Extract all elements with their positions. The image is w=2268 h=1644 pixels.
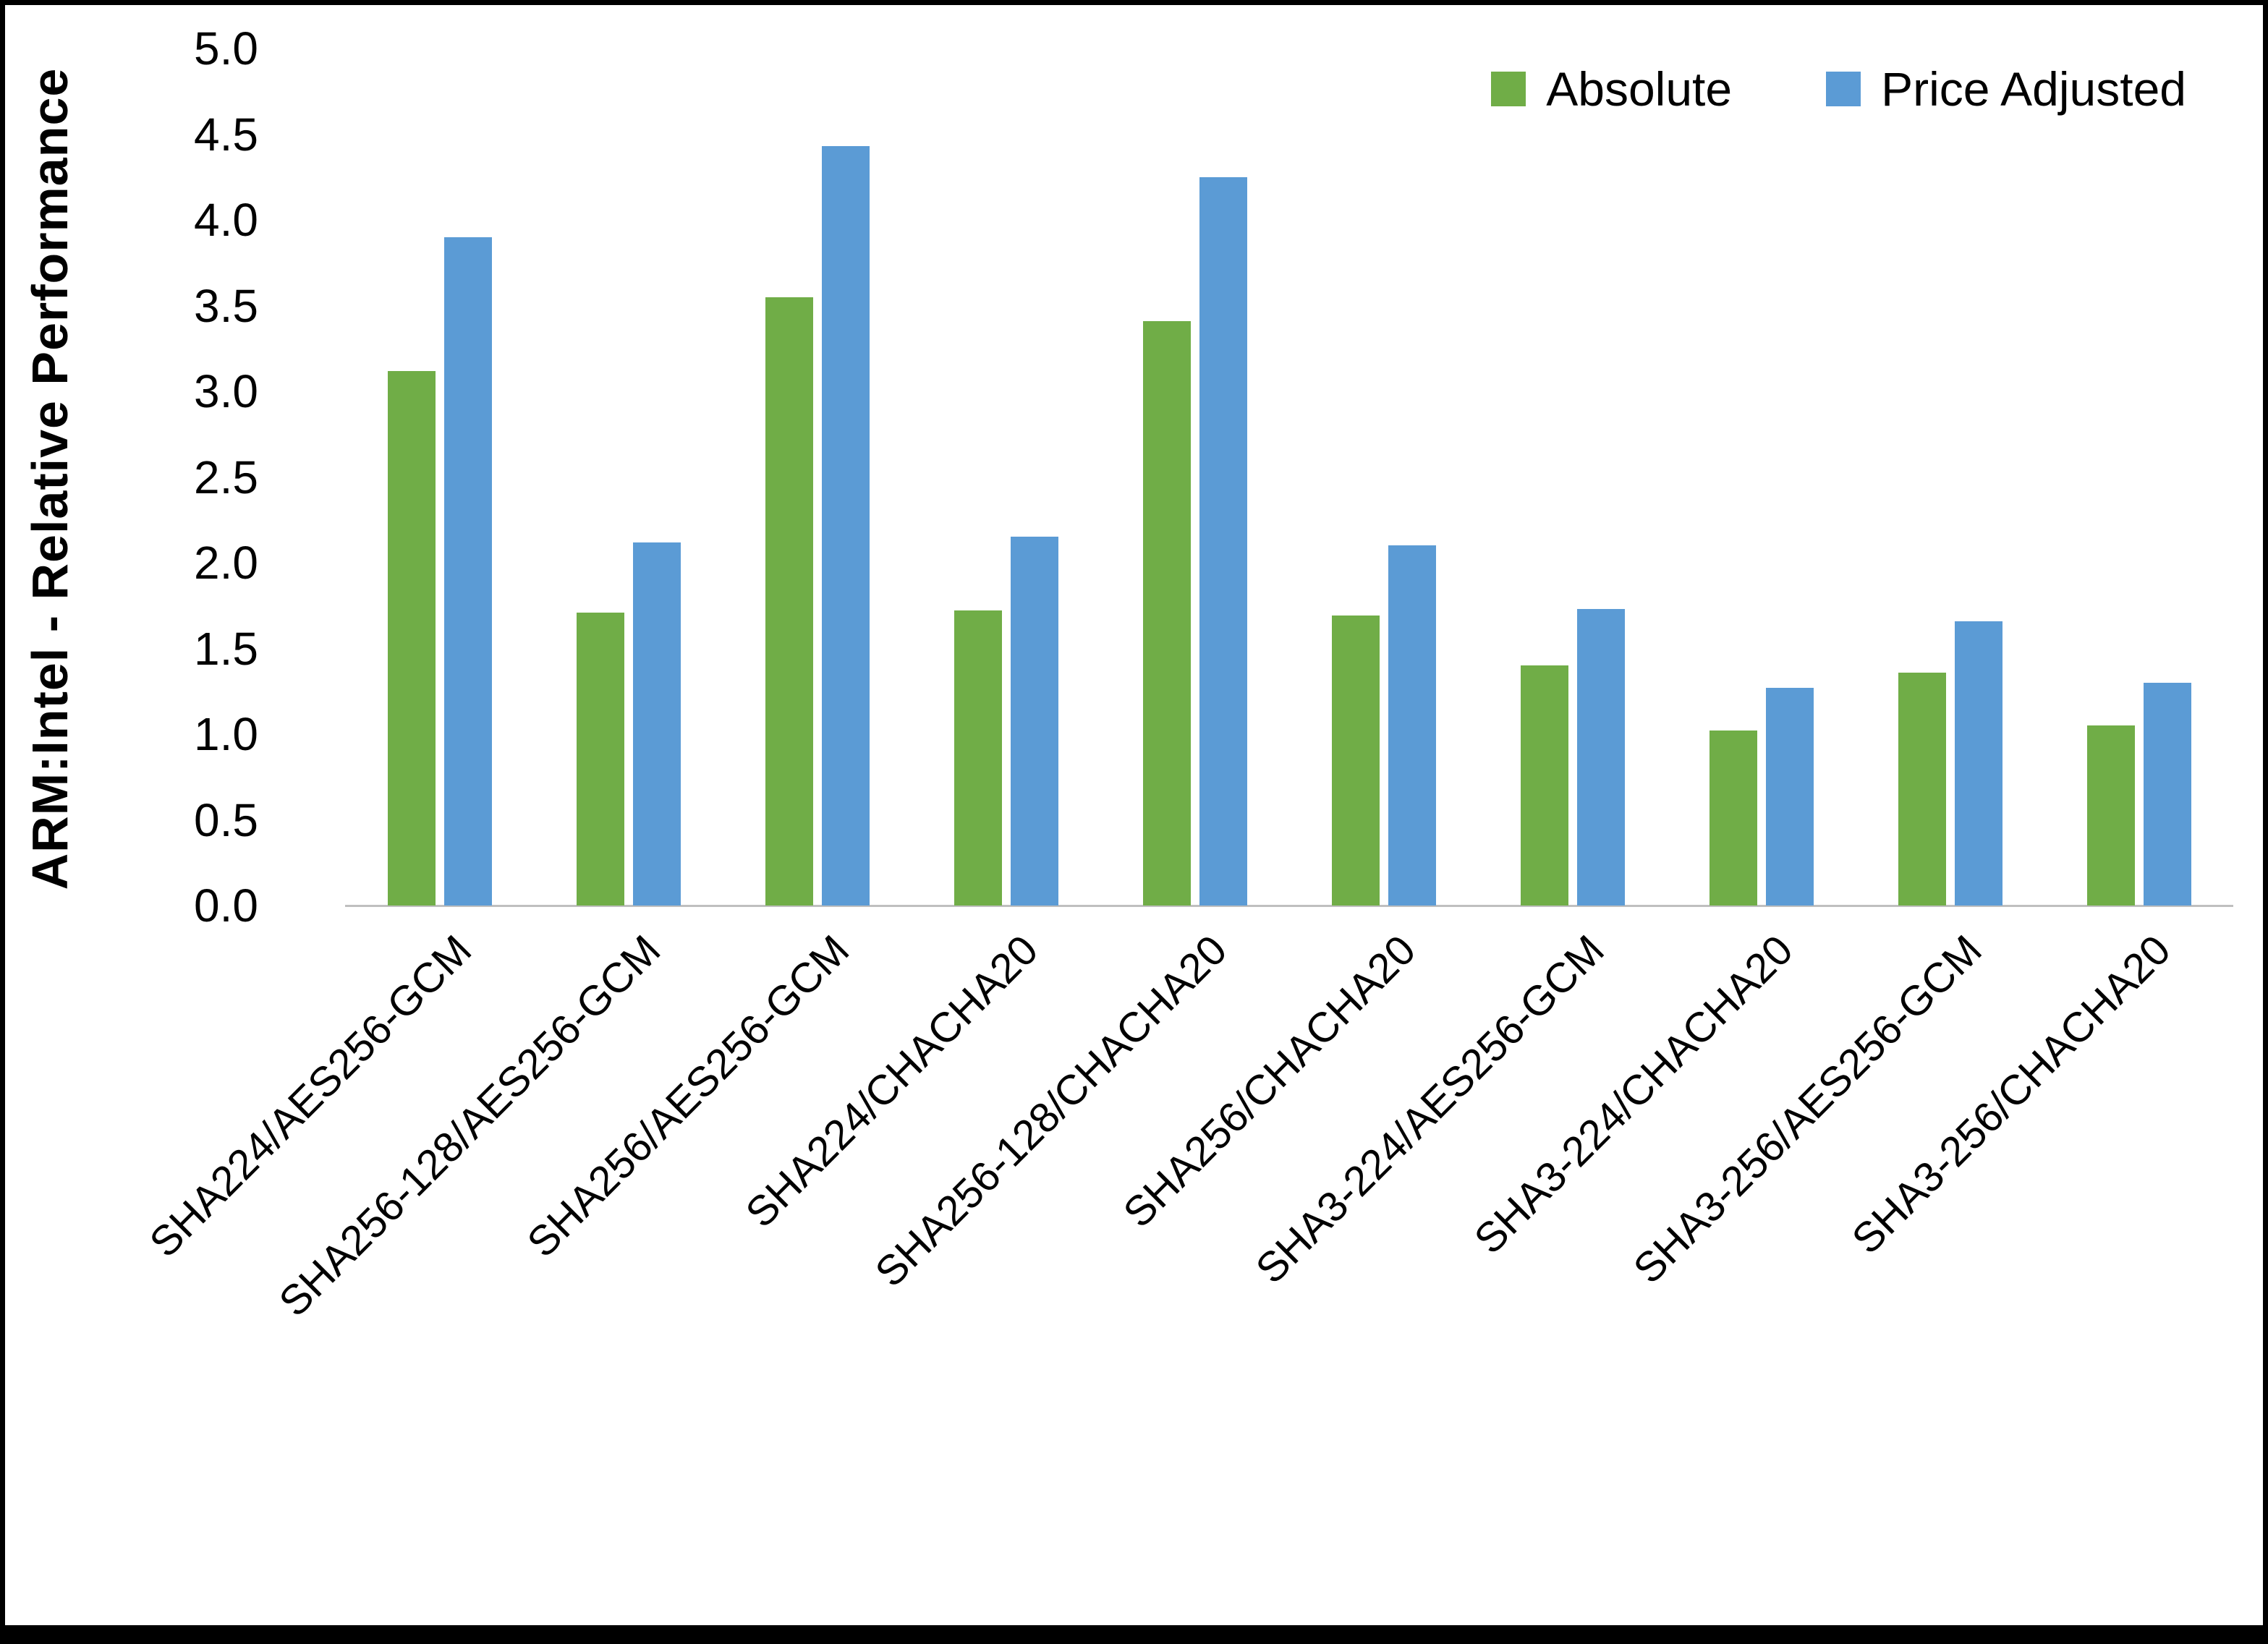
bar-price-adjusted [821, 146, 870, 906]
x-axis-label: SHA256-128/AES256-GCM [270, 926, 670, 1326]
bar-price-adjusted [443, 237, 492, 906]
bar-absolute [1142, 320, 1191, 906]
y-tick-label: 0.5 [194, 793, 258, 846]
x-axis-label: SHA256-128/CHACHA20 [866, 926, 1236, 1296]
y-tick-label: 3.5 [194, 279, 258, 332]
legend-label: Absolute [1546, 62, 1733, 116]
x-axis-label: SHA224/AES256-GCM [140, 926, 481, 1266]
y-tick-label: 2.0 [194, 537, 258, 589]
legend-label: Price Adjusted [1881, 62, 2186, 116]
y-tick-label: 2.5 [194, 451, 258, 503]
y-tick-label: 3.0 [194, 365, 258, 417]
bar-price-adjusted [1010, 537, 1058, 906]
x-axis-label: SHA3-224/AES256-GCM [1246, 926, 1614, 1293]
bar-absolute [1520, 665, 1568, 906]
y-tick-label: 1.5 [194, 622, 258, 675]
legend-item: Absolute [1491, 61, 1732, 116]
bar-absolute [1331, 616, 1380, 906]
bar-chart: ARM:Intel - Relative Performance Absolut… [5, 5, 2263, 1625]
bar-absolute [1709, 731, 1757, 906]
bar-absolute [387, 370, 436, 906]
y-tick-label: 4.0 [194, 194, 258, 246]
bar-price-adjusted [632, 542, 681, 906]
bar-price-adjusted [1199, 176, 1247, 906]
y-axis-title: ARM:Intel - Relative Performance [22, 67, 78, 890]
bar-absolute [1898, 672, 1946, 906]
x-axis-line [345, 905, 2233, 907]
bar-price-adjusted [1576, 608, 1625, 906]
plot-area: Absolute Price Adjusted [345, 48, 2233, 907]
bar-absolute [576, 612, 624, 906]
x-axis-label: SHA3-224/CHACHA20 [1465, 926, 1803, 1264]
legend: Absolute Price Adjusted [1491, 61, 2186, 116]
bar-price-adjusted [1765, 688, 1814, 906]
bar-absolute [765, 297, 813, 906]
bar-absolute [2086, 725, 2135, 906]
x-axis-label: SHA3-256/AES256-GCM [1624, 926, 1992, 1293]
bar-price-adjusted [1388, 545, 1436, 906]
bar-price-adjusted [2143, 682, 2191, 906]
y-tick-label: 1.0 [194, 708, 258, 760]
x-axis-label: SHA3-256/CHACHA20 [1843, 926, 2180, 1264]
legend-item: Price Adjusted [1826, 61, 2186, 116]
legend-swatch [1826, 72, 1861, 106]
bar-price-adjusted [1954, 621, 2002, 906]
y-tick-label: 4.5 [194, 108, 258, 161]
y-tick-label: 5.0 [194, 22, 258, 74]
legend-swatch [1491, 72, 1526, 106]
y-tick-label: 0.0 [194, 880, 258, 932]
bar-absolute [954, 610, 1002, 906]
x-axis-label: SHA256/AES256-GCM [518, 926, 859, 1266]
